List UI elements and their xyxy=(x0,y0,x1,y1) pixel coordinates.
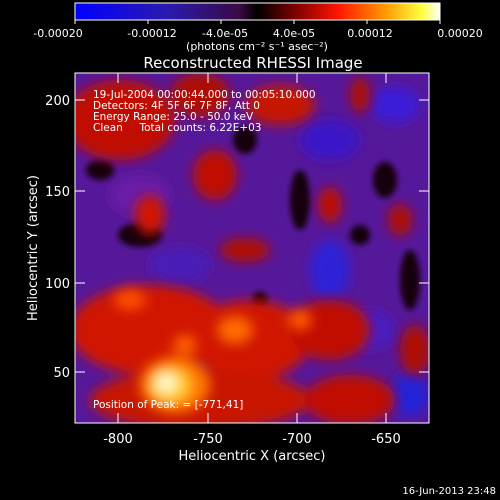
colorbar: -0.00020 -0.00012 -4.0e-05 4.0e-05 0.000… xyxy=(33,2,483,53)
x-axis-label: Heliocentric X (arcsec) xyxy=(179,449,326,464)
colorbar-tick-marks xyxy=(74,20,441,24)
plot-title: Reconstructed RHESSI Image xyxy=(143,54,362,72)
y-tick-label: 200 xyxy=(45,94,70,109)
colorbar-units: (photons cm⁻² s⁻¹ asec⁻²) xyxy=(186,40,328,53)
colorbar-tick-label: -4.0e-05 xyxy=(202,27,248,40)
annotation-energy-range: Energy Range: 25.0 - 50.0 keV xyxy=(93,111,254,123)
colorbar-tick-label: -0.00012 xyxy=(127,27,176,40)
annotation-detectors: Detectors: 4F 5F 6F 7F 8F, Att 0 xyxy=(93,100,260,112)
colorbar-tick-label: 4.0e-05 xyxy=(273,27,315,40)
annotation-clean-counts: Clean Total counts: 6.22E+03 xyxy=(93,122,262,134)
x-tick-label: -800 xyxy=(103,432,133,447)
timestamp: 16-Jun-2013 23:48 xyxy=(402,486,496,497)
colorbar-gradient xyxy=(74,2,441,21)
plot-frame xyxy=(74,72,430,424)
peak-position-label: Position of Peak: = [-771,41] xyxy=(93,399,243,411)
annotation-block: 19-Jul-2004 00:00:44.000 to 00:05:10.000… xyxy=(93,89,316,134)
colorbar-tick-label: 0.00012 xyxy=(347,27,393,40)
y-tick-label: 50 xyxy=(53,366,70,381)
y-axis-label: Heliocentric Y (arcsec) xyxy=(26,175,41,321)
x-tick-label: -750 xyxy=(193,432,223,447)
x-tick-label: -700 xyxy=(282,432,312,447)
rhessi-image xyxy=(75,73,429,423)
axis-ticks xyxy=(75,73,429,423)
colorbar-tick-label: -0.00020 xyxy=(33,27,82,40)
x-tick-label: -650 xyxy=(371,432,401,447)
annotation-time-range: 19-Jul-2004 00:00:44.000 to 00:05:10.000 xyxy=(93,89,316,101)
y-tick-label: 150 xyxy=(45,185,70,200)
colorbar-tick-label: 0.00020 xyxy=(437,27,483,40)
y-tick-label: 100 xyxy=(45,277,70,292)
